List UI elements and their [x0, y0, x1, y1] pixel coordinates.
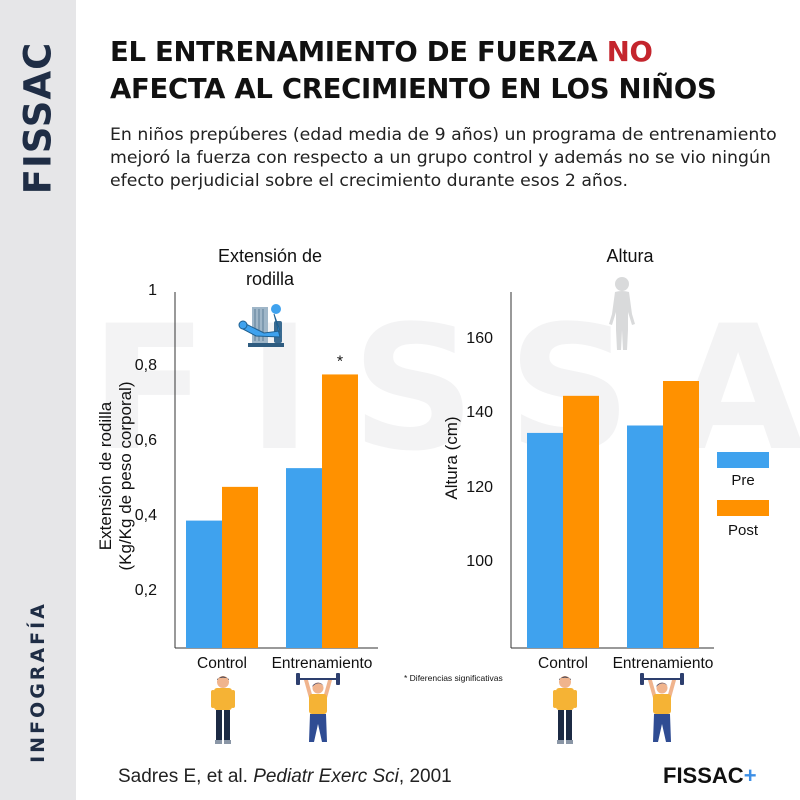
knee-chart-ylabel: Extensión de rodilla (Kg/Kg de peso corp… [96, 382, 136, 571]
height-ytick-label: 120 [466, 478, 493, 496]
height-bar-pre-1 [627, 425, 663, 648]
knee-bar-pre-1 [286, 468, 322, 648]
page-title: EL ENTRENAMIENTO DE FUERZA NO AFECTA AL … [110, 34, 790, 108]
knee-ytick-label: 0,4 [134, 506, 157, 524]
legend-swatch-post [717, 500, 769, 516]
height-bar-post-0 [563, 395, 599, 648]
knee-chart-ylabel-line-1: Extensión de rodilla [96, 401, 115, 551]
height-bar-post-1 [663, 381, 699, 648]
height-ytick-label: 100 [466, 552, 493, 570]
standing-child-icon [553, 676, 577, 744]
knee-ytick-label: 0,6 [134, 431, 157, 449]
height-ytick-label: 160 [466, 330, 493, 348]
knee-chart-title-line-1: Extensión de [217, 246, 323, 266]
knee-chart: * [174, 292, 378, 649]
knee-chart-category-training: Entrenamiento [271, 655, 373, 672]
footer-brand-plus: + [743, 763, 757, 788]
knee-ytick-label: 0,8 [134, 356, 157, 374]
knee-significance-marker: * [337, 353, 343, 370]
standing-child-icon [211, 676, 235, 744]
title-accent: NO [606, 36, 653, 68]
footnote: * Diferencias significativas [404, 673, 503, 683]
height-chart [510, 292, 714, 649]
child-lifting-barbell-icon [296, 673, 340, 742]
knee-ytick-label: 0,2 [134, 581, 157, 599]
citation-journal: Pediatr Exerc Sci [253, 766, 399, 787]
title-line-2: AFECTA AL CRECIMIENTO EN LOS NIÑOS [110, 73, 717, 105]
sidebar: FISSAC INFOGRAFÍA [0, 0, 76, 800]
knee-ytick-label: 1 [148, 282, 157, 299]
title-line-1: EL ENTRENAMIENTO DE FUERZA NO [110, 34, 790, 71]
height-chart-title: Altura [606, 246, 654, 266]
height-chart-category-training: Entrenamiento [612, 655, 714, 672]
knee-chart-ylabel-line-2: (Kg/Kg de peso corporal) [116, 381, 135, 571]
height-ytick-label: 140 [466, 404, 493, 422]
height-bar-pre-0 [527, 432, 563, 648]
child-silhouette-icon [609, 277, 635, 350]
height-chart-category-control: Control [538, 655, 588, 672]
leg-extension-machine-icon [238, 304, 284, 347]
citation-authors: Sadres E, et al. [118, 766, 254, 787]
footer-brand-name: FISSAC [663, 763, 744, 788]
child-lifting-barbell-icon [640, 673, 684, 742]
knee-bar-post-1 [322, 374, 358, 648]
subtitle: En niños prepúberes (edad media de 9 año… [110, 125, 777, 191]
legend-label-post: Post [727, 522, 759, 539]
legend [717, 452, 769, 516]
knee-chart-category-control: Control [197, 655, 247, 672]
citation-year: , 2001 [398, 766, 452, 787]
knee-bar-pre-0 [186, 520, 222, 648]
knee-bar-post-0 [222, 486, 258, 648]
legend-label-pre: Pre [731, 472, 755, 489]
title-line-1-text: EL ENTRENAMIENTO DE FUERZA [110, 36, 607, 68]
footer-brand: FISSAC+ [663, 763, 757, 789]
legend-swatch-pre [717, 452, 769, 468]
knee-chart-title-line-2: rodilla [245, 269, 295, 289]
citation: Sadres E, et al. Pediatr Exerc Sci, 2001 [118, 766, 452, 788]
knee-chart-title: Extensión de rodilla [170, 245, 370, 291]
